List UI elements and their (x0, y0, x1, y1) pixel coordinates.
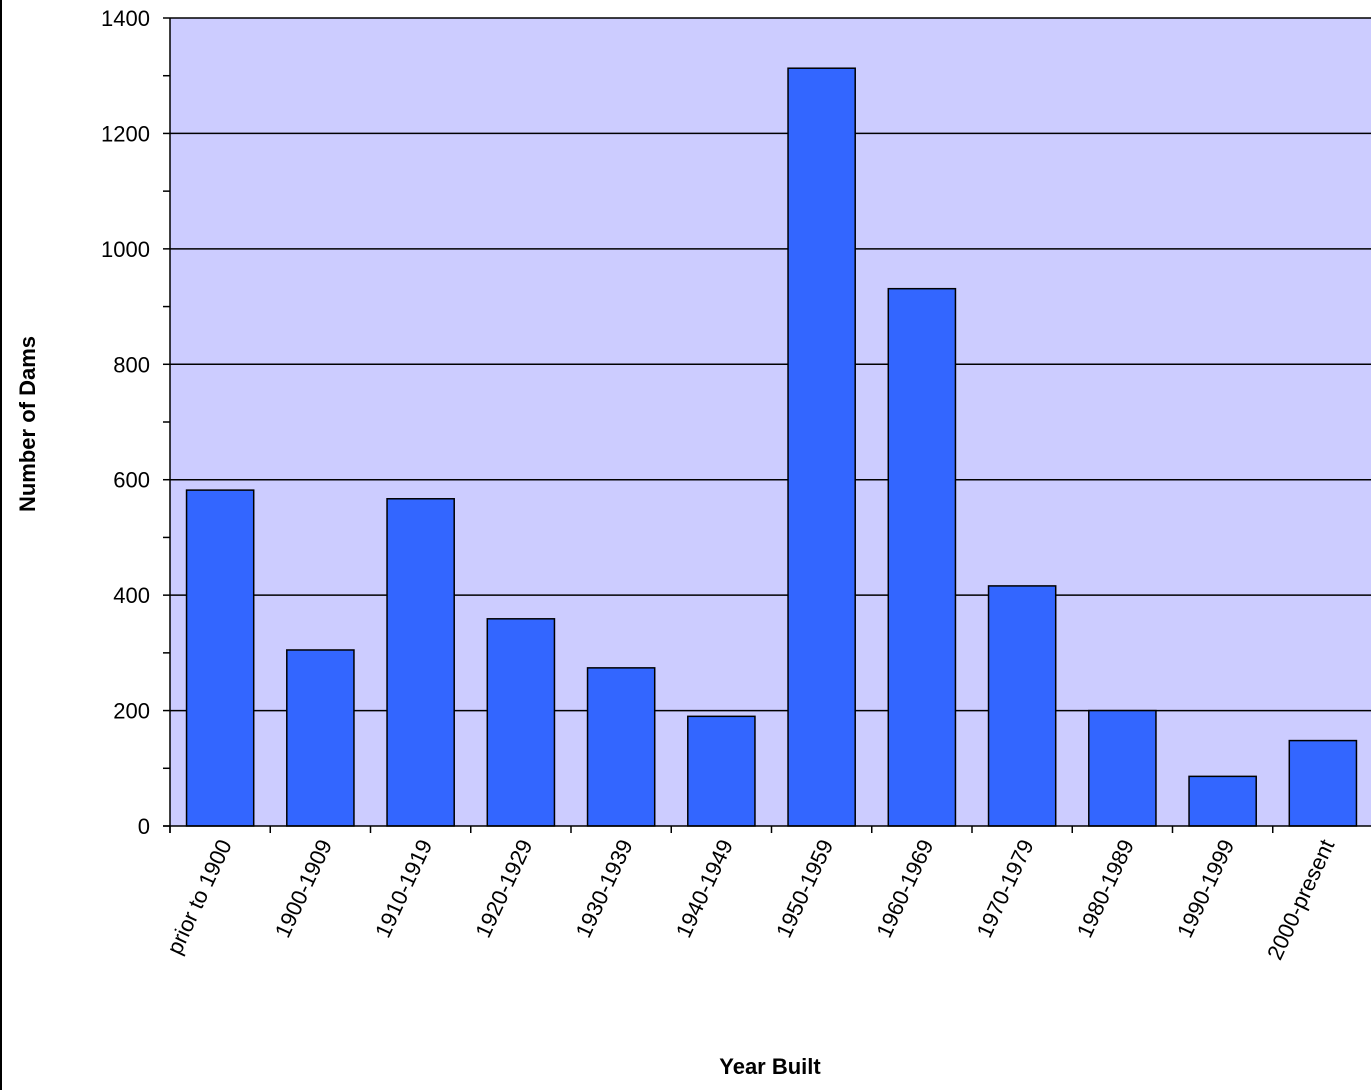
bar (987, 585, 1057, 827)
bar (887, 287, 957, 827)
y-tick-label: 1000 (101, 237, 150, 262)
x-tick-label: 1930-1939 (571, 836, 638, 942)
axes (163, 17, 1371, 833)
x-tick-labels: prior to 1900 1900-1909 1910-1919 1920-1929… (162, 836, 1340, 964)
y-tick-labels: 0 200 400 600 800 1000 1200 1400 (101, 6, 150, 839)
plot-area (170, 18, 1371, 826)
bar (1188, 775, 1257, 827)
x-tick-label: 1900-1909 (270, 836, 337, 942)
y-tick-label: 800 (113, 352, 150, 377)
x-tick-label: 1940-1949 (671, 836, 738, 942)
bar (486, 618, 556, 827)
x-tick-label: 2000-present (1262, 836, 1339, 964)
x-tick-label: 1920-1929 (470, 836, 537, 942)
x-tick-label: 1970-1979 (972, 836, 1039, 942)
bar (1288, 739, 1358, 827)
y-tick-label: 400 (113, 583, 150, 608)
x-tick-label: 1990-1999 (1172, 836, 1239, 942)
gridlines (170, 17, 1371, 712)
x-tick-label: 1960-1969 (871, 836, 938, 942)
y-tick-label: 200 (113, 699, 150, 724)
bar (586, 667, 656, 827)
bar (687, 715, 756, 827)
bar (386, 498, 455, 827)
y-tick-label: 600 (113, 468, 150, 493)
y-axis-title: Number of Dams (15, 336, 40, 512)
bar (185, 489, 255, 827)
y-tick-label: 0 (138, 814, 150, 839)
bar (286, 649, 355, 827)
x-tick-label: 1910-1919 (370, 836, 437, 942)
y-tick-label: 1400 (101, 6, 150, 31)
x-tick-label: 1980-1989 (1072, 836, 1139, 942)
x-tick-label: prior to 1900 (162, 836, 237, 959)
x-tick-label: 1950-1959 (771, 836, 838, 942)
bar (787, 67, 856, 827)
y-tick-label: 1200 (101, 121, 150, 146)
bar (1088, 709, 1157, 827)
x-axis-title: Year Built (719, 1054, 821, 1079)
